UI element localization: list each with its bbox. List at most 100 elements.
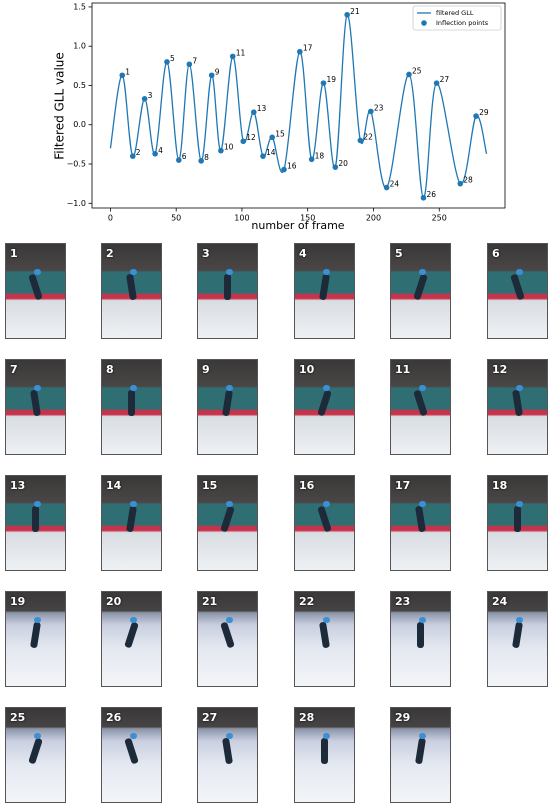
frame-photo: 2 [101,243,162,339]
skater [413,273,428,301]
frame-label: 24 [492,595,508,608]
inflection-point [164,59,170,65]
frame-photo: 3 [197,243,258,339]
point-label: 18 [315,151,325,160]
point-label: 23 [374,103,384,112]
inflection-point [297,48,303,55]
skater [220,505,235,533]
skater [415,505,426,533]
frame-label: 18 [492,479,508,492]
plot-frame [91,2,506,209]
skater [512,389,523,417]
frame-photo: 22 [294,591,355,687]
frame-photo: 26 [101,707,162,803]
skater [413,389,428,417]
x-tick-label: 50 [171,214,181,223]
frame-label: 6 [492,247,500,260]
x-tick-label: 200 [366,214,381,223]
inflection-point [406,71,412,78]
frame-photo: 29 [390,707,451,803]
inflection-point [119,72,126,79]
skater [30,621,41,649]
skater [32,506,39,532]
skater [28,273,43,301]
helmet [226,733,233,739]
inflection-point [344,11,350,18]
point-label: 4 [158,146,163,155]
skater [317,389,332,417]
frame-photo: 18 [487,475,548,571]
helmet [34,733,41,739]
legend-label: Inflection points [436,19,489,27]
skater [317,505,332,533]
frame-label: 11 [395,363,411,376]
helmet [226,269,233,275]
frame-label: 22 [299,595,315,608]
x-tick-label: 250 [432,214,447,223]
inflection-point [420,194,427,201]
frame-photo: 27 [197,707,258,803]
y-tick-label: −1.0 [67,199,86,208]
skater [417,622,424,648]
skater [321,738,328,764]
frame-label: 13 [10,479,26,492]
inflection-point [357,137,364,144]
frame-label: 19 [10,595,26,608]
helmet [323,617,330,623]
inflection-point [260,153,266,159]
skater [224,274,231,300]
helmet [130,733,137,739]
x-tick-label: 150 [300,214,315,223]
skater [126,505,137,533]
skater [415,737,426,765]
frame-photo: 15 [197,475,258,571]
inflection-point [368,108,374,115]
y-tick-label: −0.5 [67,160,86,169]
helmet [130,385,137,391]
point-label: 5 [170,54,175,63]
frame-photo: 17 [390,475,451,571]
skater [222,389,233,417]
point-label: 7 [192,56,197,65]
inflection-point [141,96,148,102]
frame-photo: 21 [197,591,258,687]
helmet [516,501,523,507]
frame-label: 25 [10,711,26,724]
y-tick-label: 0.0 [73,120,86,129]
helmet [516,269,523,275]
frame-label: 23 [395,595,411,608]
inflection-point [129,153,136,159]
skater [510,273,525,301]
point-label: 17 [303,44,313,53]
skater [126,273,137,301]
inflection-point [186,61,193,68]
x-tick-label: 0 [108,214,113,223]
frame-label: 2 [106,247,114,260]
frame-photo: 4 [294,243,355,339]
helmet [130,269,137,275]
helmet [34,617,41,623]
helmet [419,733,426,739]
helmet [226,501,233,507]
point-label: 24 [390,180,400,189]
helmet [226,617,233,623]
point-label: 29 [479,108,489,117]
chart: Filtered GLL value number of frame 0 50 10… [53,2,506,232]
skater [28,737,43,765]
frame-photo: 10 [294,359,355,455]
helmet [419,501,426,507]
point-label: 16 [287,162,297,171]
frame-label: 3 [202,247,210,260]
frame-label: 20 [106,595,122,608]
helmet [419,269,426,275]
frame-photo: 9 [197,359,258,455]
helmet [34,269,41,275]
helmet [419,617,426,623]
point-label: 28 [463,176,473,185]
inflection-point [320,80,327,86]
helmet [130,501,137,507]
frame-label: 4 [299,247,307,260]
frame-photo: 25 [5,707,66,803]
skater [319,273,330,301]
